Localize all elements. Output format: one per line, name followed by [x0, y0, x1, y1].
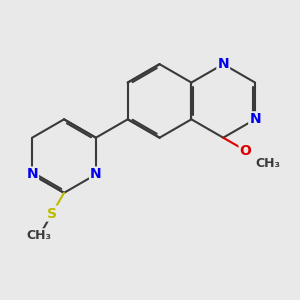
Text: N: N [90, 167, 102, 182]
Text: CH₃: CH₃ [255, 157, 280, 170]
Text: S: S [47, 206, 57, 220]
Text: CH₃: CH₃ [27, 229, 52, 242]
Text: N: N [218, 57, 229, 71]
Text: N: N [249, 112, 261, 126]
Text: O: O [240, 144, 251, 158]
Text: N: N [26, 167, 38, 182]
